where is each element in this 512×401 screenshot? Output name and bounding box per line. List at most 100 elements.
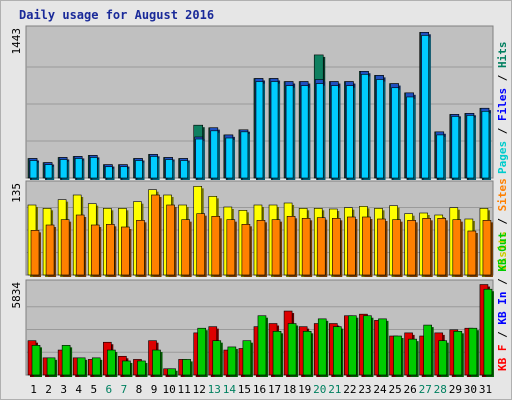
bar-pages-5 <box>89 157 100 180</box>
legend-separator: / <box>496 121 509 141</box>
x-tick-label: 9 <box>151 383 158 396</box>
bar-sites-11 <box>181 219 192 277</box>
x-tick-label: 10 <box>162 383 175 396</box>
bar-pages-22 <box>346 85 356 180</box>
bar-kbout-10 <box>167 368 178 377</box>
bar-pages-27 <box>421 35 431 180</box>
x-tick-label: 13 <box>208 383 221 396</box>
legend-entry: Visits <box>496 231 509 271</box>
bar-sites-2 <box>45 224 57 277</box>
x-tick-label: 27 <box>419 383 432 396</box>
legend-separator: / <box>496 68 509 88</box>
bar-kbout-15 <box>242 340 253 377</box>
bar-sites-19 <box>301 218 313 277</box>
x-tick-label: 21 <box>328 383 341 396</box>
x-tick-label: 28 <box>434 383 447 396</box>
x-tick-label: 29 <box>449 383 462 396</box>
x-tick-label: 1 <box>30 383 37 396</box>
bar-sites-25 <box>392 219 403 277</box>
bar-sites-26 <box>407 220 418 277</box>
bar-sites-1 <box>30 230 41 277</box>
bar-kbout-26 <box>408 338 419 377</box>
bar-pages-19 <box>300 85 311 180</box>
bar-kbout-20 <box>317 318 329 377</box>
bar-sites-7 <box>121 226 132 277</box>
x-tick-label: 7 <box>121 383 128 396</box>
panel-visits-sites: 135 Visits / Sites <box>10 178 509 277</box>
bar-sites-5 <box>90 224 102 277</box>
bar-kbout-4 <box>76 357 88 377</box>
bar-pages-7 <box>120 166 130 180</box>
x-tick-label: 11 <box>178 383 191 396</box>
bar-sites-3 <box>60 219 72 277</box>
bar-kbout-3 <box>61 345 73 377</box>
bar-kbout-21 <box>332 326 344 377</box>
bar-pages-18 <box>285 85 296 180</box>
bar-kbout-2 <box>46 357 58 377</box>
bar-pages-8 <box>135 160 145 180</box>
bar-kbout-30 <box>468 327 479 377</box>
bar-kbout-22 <box>348 315 359 377</box>
bar-kbout-6 <box>107 349 118 377</box>
bar-kbout-25 <box>393 335 404 377</box>
legend-kbytes: KB F / KB In / KB Out <box>496 232 509 371</box>
x-tick-label: 8 <box>136 383 143 396</box>
bar-pages-30 <box>466 115 476 180</box>
bar-kbout-23 <box>363 315 374 377</box>
bar-kbout-28 <box>438 340 449 377</box>
bar-sites-18 <box>286 216 298 277</box>
bar-sites-16 <box>256 220 267 277</box>
bar-kbout-27 <box>423 324 434 377</box>
bar-pages-24 <box>376 79 386 180</box>
bar-kbout-13 <box>212 340 223 377</box>
x-tick-label: 25 <box>388 383 401 396</box>
bar-sites-14 <box>226 219 237 277</box>
x-tick-label: 20 <box>313 383 326 396</box>
bar-pages-12 <box>195 138 205 180</box>
y-max-label: 1443 <box>10 28 23 55</box>
bar-sites-6 <box>106 224 117 277</box>
x-tick-label: 5 <box>90 383 97 396</box>
bar-sites-28 <box>437 218 448 277</box>
bar-pages-4 <box>74 158 85 180</box>
bar-sites-17 <box>271 219 283 277</box>
x-tick-label: 14 <box>223 383 237 396</box>
bar-kbout-31 <box>483 288 494 377</box>
bar-kbout-18 <box>287 323 299 377</box>
bar-sites-27 <box>422 218 433 277</box>
x-tick-label: 17 <box>268 383 281 396</box>
bar-pages-17 <box>270 81 281 180</box>
x-tick-label: 16 <box>253 383 266 396</box>
x-tick-label: 12 <box>193 383 206 396</box>
x-tick-label: 19 <box>298 383 311 396</box>
bar-sites-23 <box>362 216 373 277</box>
chart-title: Daily usage for August 2016 <box>19 8 214 22</box>
bar-kbout-19 <box>302 331 314 377</box>
panel-pages-files-hits: 1443 Pages / Files / Hits <box>10 25 509 180</box>
legend-pages-files-hits: Pages / Files / Hits <box>496 42 509 175</box>
bar-pages-21 <box>330 85 341 180</box>
x-tick-label: 22 <box>343 383 356 396</box>
bar-kbout-12 <box>197 327 208 377</box>
x-tick-label: 26 <box>404 383 417 396</box>
bar-sites-30 <box>467 230 478 277</box>
y-max-label: 5834 <box>10 282 23 309</box>
x-tick-label: 3 <box>60 383 67 396</box>
x-tick-label: 23 <box>358 383 371 396</box>
bar-pages-9 <box>150 156 160 180</box>
bar-kbout-7 <box>122 360 133 377</box>
bar-pages-15 <box>240 131 250 180</box>
x-tick-label: 24 <box>373 383 387 396</box>
bar-sites-4 <box>75 214 87 277</box>
bar-sites-13 <box>211 216 222 277</box>
bar-pages-28 <box>436 134 446 180</box>
bar-kbout-16 <box>257 315 268 377</box>
x-tick-label: 4 <box>75 383 82 396</box>
x-tick-label: 15 <box>238 383 251 396</box>
x-tick-label: 31 <box>479 383 492 396</box>
bar-sites-9 <box>151 194 162 277</box>
bar-pages-25 <box>391 87 401 180</box>
bar-sites-22 <box>347 216 358 277</box>
bar-kbout-5 <box>91 357 103 377</box>
bar-pages-2 <box>44 164 55 180</box>
